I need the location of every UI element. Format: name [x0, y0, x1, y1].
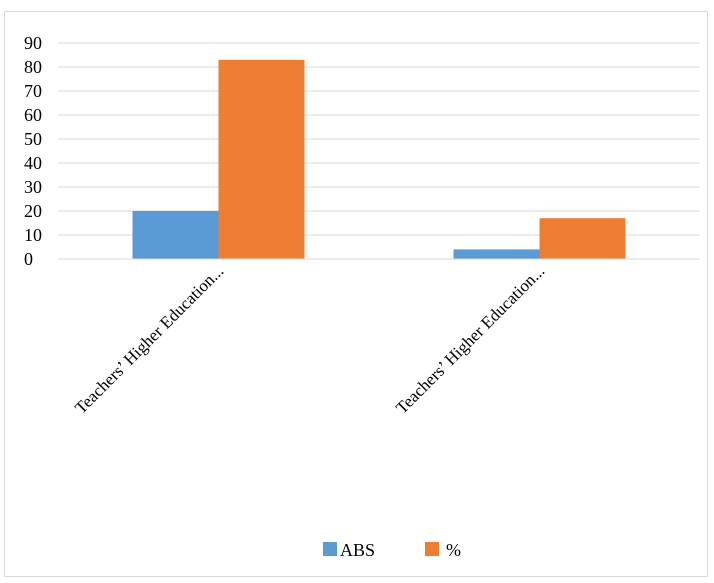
- y-tick-label: 20: [24, 201, 42, 221]
- x-axis-categories: Teachers’ Higher Education... Teachers’ H…: [71, 261, 548, 417]
- y-tick-label: 10: [24, 225, 42, 245]
- category-label: Teachers’ Higher Education...: [392, 261, 548, 417]
- legend-swatch-percent: [425, 542, 439, 556]
- y-tick-label: 30: [24, 177, 42, 197]
- legend-label-abs: ABS: [340, 540, 375, 560]
- legend-swatch-abs: [323, 542, 337, 556]
- y-tick-label: 90: [24, 33, 42, 53]
- bar-abs-2: [453, 249, 540, 259]
- legend: ABS%: [323, 540, 461, 560]
- y-tick-label: 40: [24, 153, 42, 173]
- bar-percent-2: [539, 218, 626, 259]
- chart-frame: [4, 11, 708, 577]
- y-tick-label: 60: [24, 105, 42, 125]
- bar-abs-1: [132, 211, 219, 259]
- gridlines: [58, 42, 700, 236]
- y-tick-label: 50: [24, 129, 42, 149]
- y-tick-label: 70: [24, 81, 42, 101]
- y-axis-ticks: 0 10 20 30 40 50 60 70 80 90: [24, 33, 42, 269]
- y-tick-label: 0: [24, 249, 33, 269]
- bar-percent-1: [218, 59, 305, 259]
- category-label: Teachers’ Higher Education...: [71, 261, 227, 417]
- legend-label-percent: %: [446, 540, 461, 560]
- bars: [132, 59, 626, 259]
- y-tick-label: 80: [24, 57, 42, 77]
